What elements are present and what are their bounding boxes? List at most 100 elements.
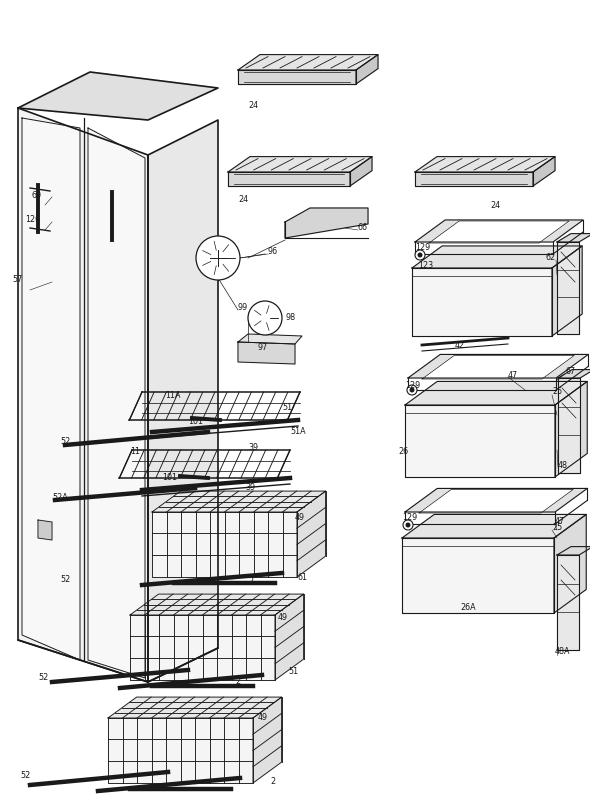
Polygon shape <box>405 405 555 477</box>
Text: 48: 48 <box>558 460 568 469</box>
Polygon shape <box>552 246 582 336</box>
Polygon shape <box>419 489 573 513</box>
Polygon shape <box>408 354 588 378</box>
Circle shape <box>409 387 415 392</box>
Text: 97: 97 <box>258 343 268 353</box>
Text: 11: 11 <box>130 448 140 456</box>
Text: 101: 101 <box>162 473 177 483</box>
Polygon shape <box>405 488 587 512</box>
Polygon shape <box>152 491 326 512</box>
Polygon shape <box>555 382 587 477</box>
Text: 51: 51 <box>288 667 298 677</box>
Text: 26: 26 <box>398 448 408 456</box>
Text: 99: 99 <box>238 303 248 313</box>
Polygon shape <box>415 220 583 242</box>
Circle shape <box>405 522 411 528</box>
Text: 129: 129 <box>402 513 417 522</box>
Text: 51A: 51A <box>290 427 306 436</box>
Text: 49: 49 <box>295 513 305 522</box>
Polygon shape <box>88 128 145 678</box>
Text: 129: 129 <box>405 380 420 390</box>
Polygon shape <box>285 208 368 238</box>
Polygon shape <box>356 55 378 84</box>
Text: 49: 49 <box>258 714 268 723</box>
Circle shape <box>415 250 425 260</box>
Text: 62: 62 <box>545 253 555 262</box>
Circle shape <box>403 520 413 530</box>
Text: 52: 52 <box>60 576 70 585</box>
Circle shape <box>248 301 282 335</box>
Polygon shape <box>558 370 590 378</box>
Polygon shape <box>238 334 302 344</box>
Polygon shape <box>148 120 218 682</box>
Polygon shape <box>275 594 304 680</box>
Text: 123: 123 <box>418 261 433 269</box>
Polygon shape <box>558 378 580 473</box>
Text: 25: 25 <box>552 387 562 396</box>
Polygon shape <box>557 233 590 242</box>
Text: 129: 129 <box>415 244 430 253</box>
Polygon shape <box>557 547 590 555</box>
Polygon shape <box>415 172 533 186</box>
Polygon shape <box>402 514 586 538</box>
Text: 52: 52 <box>60 438 70 447</box>
Polygon shape <box>108 718 253 783</box>
Polygon shape <box>350 156 372 186</box>
Text: 52: 52 <box>38 674 48 683</box>
Polygon shape <box>238 70 356 84</box>
Text: 25: 25 <box>552 524 562 533</box>
Text: 48A: 48A <box>555 647 571 657</box>
Text: 2: 2 <box>270 777 275 787</box>
Circle shape <box>418 253 422 257</box>
Polygon shape <box>415 156 555 172</box>
Text: 24: 24 <box>238 196 248 205</box>
Text: 26A: 26A <box>460 603 476 613</box>
Text: 39: 39 <box>245 484 255 492</box>
Polygon shape <box>228 172 350 186</box>
Text: 11A: 11A <box>165 391 181 399</box>
Text: 2: 2 <box>235 678 240 687</box>
Text: 57: 57 <box>12 276 22 285</box>
Polygon shape <box>18 72 218 120</box>
Polygon shape <box>238 342 295 364</box>
Polygon shape <box>108 697 281 718</box>
Text: 96: 96 <box>268 248 278 257</box>
Polygon shape <box>405 382 587 405</box>
Text: 24: 24 <box>490 200 500 209</box>
Polygon shape <box>130 594 304 615</box>
Polygon shape <box>297 491 326 577</box>
Text: 60: 60 <box>32 191 42 200</box>
Polygon shape <box>422 355 574 379</box>
Polygon shape <box>557 242 579 334</box>
Polygon shape <box>38 520 52 540</box>
Text: 24: 24 <box>248 100 258 110</box>
Polygon shape <box>18 108 148 682</box>
Polygon shape <box>22 118 80 660</box>
Text: 39: 39 <box>248 444 258 452</box>
Text: 67: 67 <box>565 367 575 376</box>
Text: 126: 126 <box>25 216 40 225</box>
Text: 101: 101 <box>188 418 203 427</box>
Text: 42: 42 <box>455 341 465 350</box>
Polygon shape <box>238 55 378 70</box>
Polygon shape <box>253 697 281 783</box>
Text: 66: 66 <box>358 224 368 233</box>
Polygon shape <box>533 156 555 186</box>
Polygon shape <box>557 555 579 650</box>
Polygon shape <box>402 538 554 613</box>
Polygon shape <box>130 615 275 680</box>
Polygon shape <box>412 268 552 336</box>
Circle shape <box>196 236 240 280</box>
Text: 61: 61 <box>298 573 308 582</box>
Circle shape <box>407 385 417 395</box>
Text: 98: 98 <box>285 314 295 322</box>
Text: 51: 51 <box>282 403 292 412</box>
Text: 52A: 52A <box>52 493 68 503</box>
Polygon shape <box>228 156 372 172</box>
Text: 47: 47 <box>555 517 565 526</box>
Polygon shape <box>429 221 569 243</box>
Text: 49: 49 <box>278 614 288 622</box>
Polygon shape <box>554 514 586 613</box>
Polygon shape <box>152 512 297 577</box>
Text: 52: 52 <box>20 771 30 780</box>
